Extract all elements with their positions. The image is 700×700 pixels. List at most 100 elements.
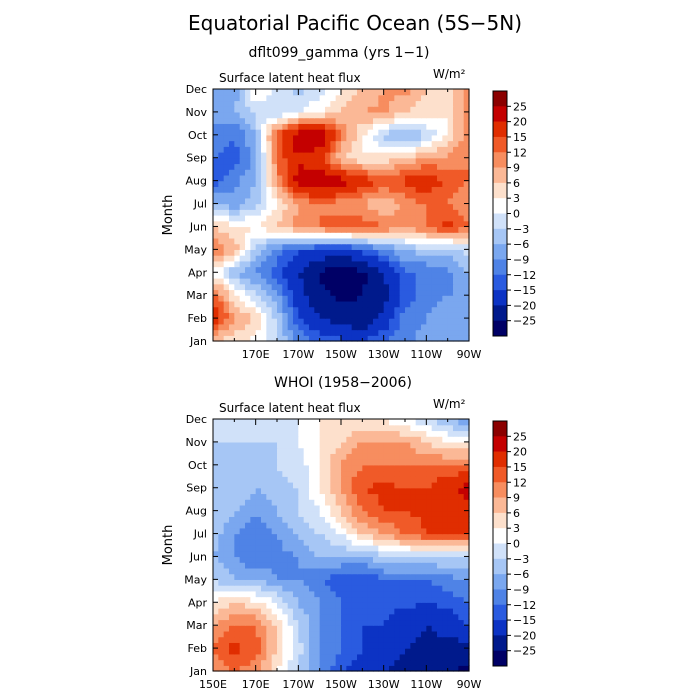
- heatmap-cell: [426, 335, 433, 342]
- heatmap-cell: [277, 608, 283, 615]
- heatmap-cell: [255, 630, 262, 638]
- heatmap-cell: [330, 476, 337, 483]
- heatmap-cell: [399, 430, 406, 437]
- heatmap-cell: [362, 157, 369, 165]
- heatmap-cell: [229, 146, 235, 153]
- heatmap-cell: [229, 648, 235, 655]
- heatmap-cell: [421, 232, 427, 239]
- heatmap-cell: [293, 630, 299, 638]
- heatmap-cell: [330, 232, 337, 239]
- heatmap-cell: [346, 157, 353, 165]
- heatmap-cell: [213, 476, 219, 483]
- heatmap-cell: [410, 419, 417, 426]
- heatmap-cell: [293, 111, 299, 119]
- heatmap-cell: [394, 453, 401, 460]
- heatmap-cell: [319, 522, 326, 529]
- heatmap-cell: [330, 602, 337, 609]
- heatmap-cell: [341, 232, 347, 239]
- heatmap-cell: [394, 590, 401, 598]
- heatmap-cell: [410, 146, 417, 153]
- heatmap-cell: [373, 111, 379, 119]
- heatmap-cell: [453, 527, 459, 535]
- heatmap-cell: [442, 232, 449, 239]
- heatmap-cell: [245, 123, 251, 130]
- heatmap-cell: [399, 665, 406, 672]
- heatmap-cell: [463, 516, 470, 523]
- heatmap-cell: [229, 527, 235, 535]
- heatmap-cell: [223, 117, 230, 124]
- heatmap-cell: [325, 579, 331, 586]
- heatmap-cell: [245, 89, 251, 96]
- heatmap-cell: [330, 180, 337, 187]
- heatmap-cell: [319, 648, 326, 655]
- heatmap-cell: [271, 556, 278, 563]
- heatmap-cell: [261, 596, 267, 603]
- heatmap-cell: [245, 329, 251, 336]
- heatmap-cell: [261, 226, 267, 233]
- heatmap-cell: [277, 152, 283, 159]
- heatmap-cell: [362, 312, 369, 319]
- heatmap-cell: [287, 573, 294, 580]
- heatmap-cell: [394, 504, 401, 512]
- heatmap-cell: [463, 272, 470, 279]
- heatmap-cell: [309, 278, 315, 285]
- heatmap-cell: [223, 613, 230, 621]
- heatmap-cell: [287, 430, 294, 437]
- heatmap-cell: [319, 255, 326, 262]
- heatmap-cell: [325, 192, 331, 199]
- heatmap-cell: [383, 596, 390, 603]
- heatmap-cell: [335, 134, 342, 142]
- heatmap-cell: [426, 562, 433, 569]
- heatmap-cell: [250, 140, 257, 147]
- heatmap-cell: [255, 197, 262, 205]
- heatmap-cell: [447, 596, 454, 603]
- heatmap-cell: [367, 220, 374, 228]
- heatmap-cell: [223, 527, 230, 535]
- heatmap-cell: [277, 447, 283, 454]
- heatmap-cell: [415, 169, 422, 176]
- heatmap-cell: [213, 100, 219, 107]
- heatmap-cell: [442, 146, 449, 153]
- heatmap-cell: [223, 300, 230, 308]
- heatmap-cell: [314, 476, 321, 483]
- y-tick-label: Jul: [193, 198, 207, 211]
- heatmap-cell: [287, 579, 294, 586]
- heatmap-cell: [234, 562, 241, 569]
- heatmap-cell: [255, 232, 262, 239]
- heatmap-cell: [410, 539, 417, 546]
- heatmap-cell: [309, 596, 315, 603]
- heatmap-cell: [453, 482, 459, 489]
- heatmap-cell: [335, 556, 342, 563]
- heatmap-cell: [421, 335, 427, 342]
- heatmap-cell: [218, 157, 225, 165]
- heatmap-cell: [431, 556, 438, 563]
- heatmap-cell: [373, 323, 379, 331]
- heatmap-cell: [426, 487, 433, 495]
- heatmap-cell: [266, 608, 273, 615]
- heatmap-cell: [458, 243, 465, 250]
- heatmap-cell: [335, 129, 342, 136]
- heatmap-cell: [287, 516, 294, 523]
- heatmap-cell: [282, 111, 289, 119]
- heatmap-cell: [229, 197, 235, 205]
- heatmap-cell: [453, 459, 459, 466]
- heatmap-cell: [421, 487, 427, 495]
- heatmap-cell: [234, 266, 241, 273]
- heatmap-cell: [346, 482, 353, 489]
- y-tick-label: Mar: [186, 289, 207, 302]
- heatmap-cell: [367, 186, 374, 193]
- heatmap-cell: [319, 567, 326, 575]
- heatmap-cell: [442, 272, 449, 279]
- heatmap-cell: [250, 550, 257, 558]
- heatmap-cell: [421, 157, 427, 165]
- heatmap-cell: [351, 659, 358, 666]
- heatmap-cell: [437, 504, 443, 512]
- heatmap-cell: [442, 447, 449, 454]
- heatmap-cell: [399, 533, 406, 540]
- heatmap-cell: [325, 243, 331, 250]
- heatmap-cell: [213, 665, 219, 672]
- heatmap-cell: [426, 636, 433, 643]
- heatmap-cell: [293, 550, 299, 558]
- heatmap-cell: [362, 106, 369, 113]
- heatmap-cell: [453, 306, 459, 313]
